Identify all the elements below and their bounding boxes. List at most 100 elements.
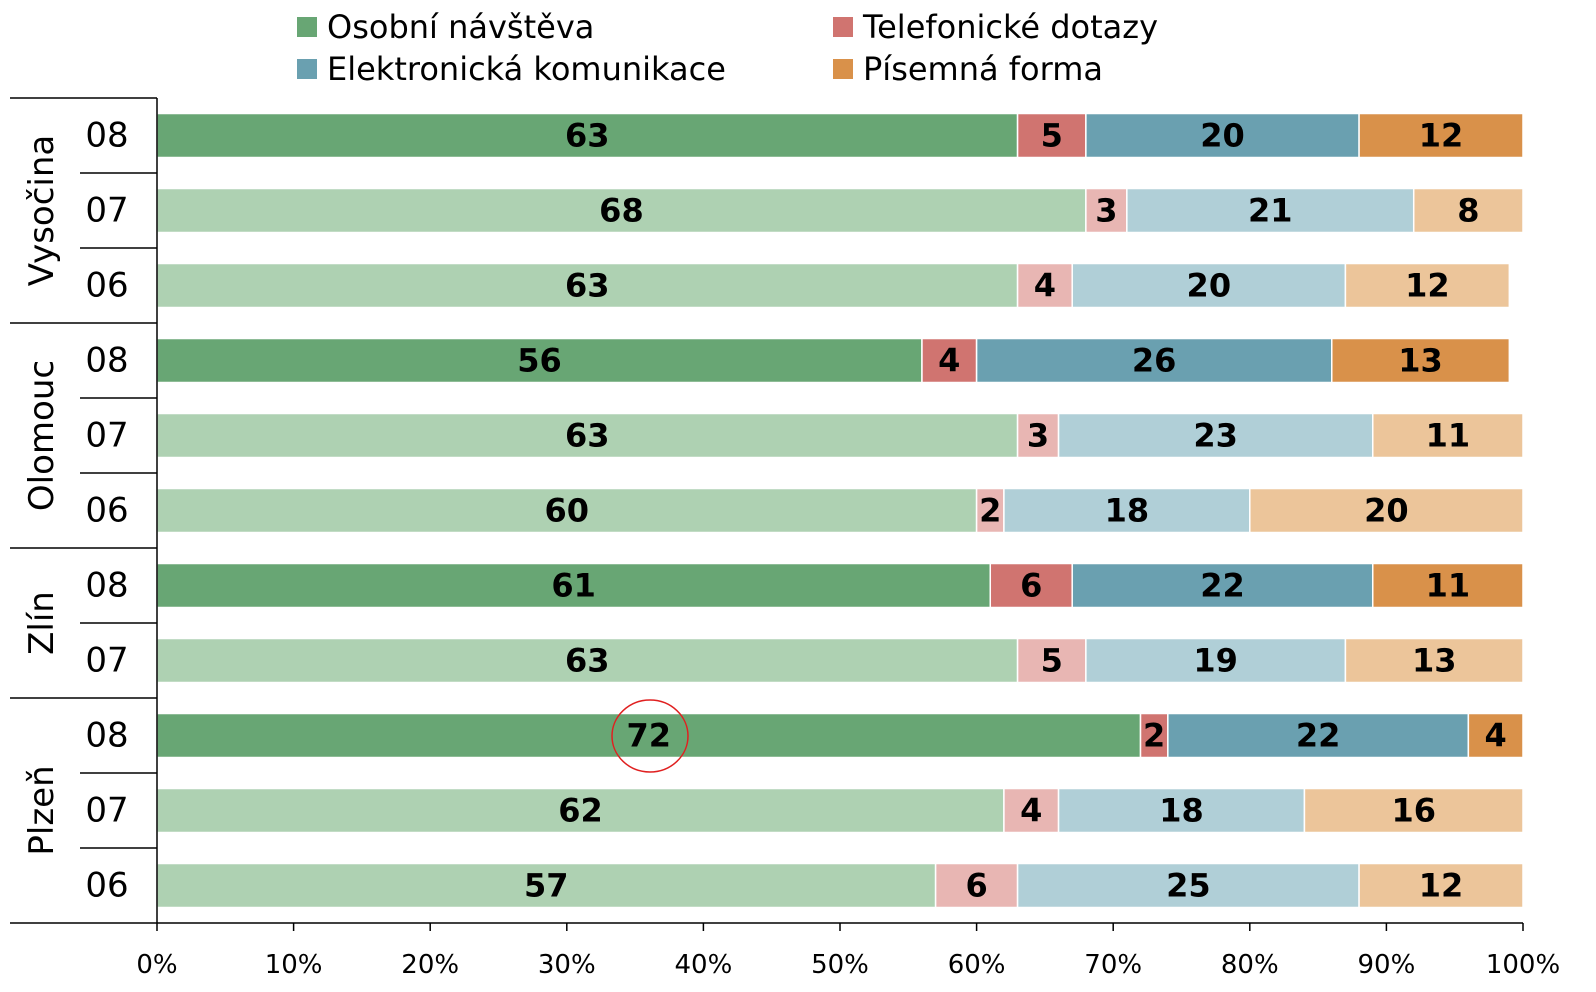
legend-swatch: [833, 59, 853, 79]
value-label: 2: [979, 492, 1001, 530]
x-tick-label: 0%: [136, 950, 177, 980]
bar-segment: [1344, 637, 1524, 684]
category-label: 08: [85, 716, 128, 756]
bar-segment: [1331, 337, 1511, 384]
x-tick-label: 30%: [538, 950, 596, 980]
value-label: 5: [1041, 117, 1063, 155]
bar-segment: [1371, 562, 1524, 609]
value-label: 25: [1166, 867, 1211, 905]
value-label: 63: [565, 267, 610, 305]
value-label: 68: [599, 192, 644, 230]
legend-label: Telefonické dotazy: [862, 8, 1158, 46]
legend-swatch: [297, 17, 317, 37]
value-label: 60: [545, 492, 590, 530]
group-label: Olomouc: [22, 360, 62, 511]
value-label: 3: [1027, 417, 1049, 455]
category-label: 07: [85, 191, 128, 231]
value-label: 57: [524, 867, 569, 905]
bar-segment: [156, 562, 992, 609]
category-label: 06: [85, 866, 128, 906]
value-label: 20: [1200, 117, 1245, 155]
legend-label: Osobní návštěva: [327, 8, 594, 46]
bar-segment: [989, 562, 1073, 609]
bar-segment: [1358, 862, 1524, 909]
legend-swatch: [297, 59, 317, 79]
value-label: 4: [1485, 717, 1507, 755]
value-label: 26: [1132, 342, 1177, 380]
category-label: 08: [85, 341, 128, 381]
value-label: 4: [1020, 792, 1042, 830]
x-tick-label: 100%: [1486, 950, 1560, 980]
bar-segment: [1016, 637, 1087, 684]
value-label: 56: [517, 342, 562, 380]
value-label: 6: [965, 867, 987, 905]
value-label: 12: [1405, 267, 1450, 305]
bar-segment: [1016, 862, 1360, 909]
x-tick-label: 90%: [1358, 950, 1416, 980]
legend-label: Písemná forma: [863, 50, 1103, 88]
value-label: 23: [1193, 417, 1238, 455]
value-label: 12: [1419, 117, 1464, 155]
x-tick-label: 80%: [1221, 950, 1279, 980]
x-tick-label: 70%: [1084, 950, 1142, 980]
value-label: 4: [938, 342, 960, 380]
value-label: 12: [1419, 867, 1464, 905]
legend-swatch: [833, 17, 853, 37]
bar-segment: [156, 337, 923, 384]
value-label: 20: [1187, 267, 1232, 305]
bar-segment: [1016, 262, 1073, 309]
value-label: 11: [1426, 567, 1471, 605]
bar-segment: [934, 862, 1019, 909]
category-label: 06: [85, 266, 128, 306]
value-label: 20: [1364, 492, 1409, 530]
legend-label: Elektronická komunikace: [327, 50, 726, 88]
value-label: 3: [1095, 192, 1117, 230]
value-label: 6: [1020, 567, 1042, 605]
x-tick-label: 40%: [675, 950, 733, 980]
value-label: 18: [1159, 792, 1204, 830]
bar-segment: [1249, 487, 1524, 534]
value-label: 63: [565, 417, 610, 455]
value-label: 4: [1034, 267, 1056, 305]
value-label: 18: [1105, 492, 1150, 530]
bar-segment: [1016, 412, 1060, 459]
value-label: 8: [1457, 192, 1479, 230]
value-label: 13: [1412, 642, 1457, 680]
bar-segment: [1085, 187, 1128, 234]
bar-segment: [1344, 262, 1511, 309]
x-tick-label: 50%: [811, 950, 869, 980]
value-label: 21: [1248, 192, 1293, 230]
value-label: 5: [1041, 642, 1063, 680]
bar-segment: [1003, 487, 1251, 534]
category-label: 08: [85, 566, 128, 606]
value-label: 63: [565, 117, 610, 155]
bar-segment: [1085, 112, 1360, 159]
bar-segment: [1139, 712, 1169, 759]
x-tick-label: 60%: [948, 950, 1006, 980]
group-label: Vysočina: [22, 135, 62, 287]
bar-segment: [1126, 187, 1415, 234]
value-label: 19: [1193, 642, 1238, 680]
value-label: 72: [626, 717, 671, 755]
highlight-circle: [611, 699, 689, 773]
category-label: 07: [85, 641, 128, 681]
value-label: 22: [1200, 567, 1245, 605]
category-label: 06: [85, 491, 128, 531]
bar-segment: [921, 337, 978, 384]
value-label: 62: [558, 792, 603, 830]
value-label: 2: [1143, 717, 1165, 755]
bar-segment: [1303, 787, 1524, 834]
value-label: 13: [1398, 342, 1443, 380]
bar-segment: [1371, 412, 1524, 459]
bar-segment: [156, 412, 1019, 459]
value-label: 61: [551, 567, 596, 605]
value-label: 22: [1296, 717, 1341, 755]
bar-segment: [156, 487, 978, 534]
category-label: 07: [85, 416, 128, 456]
bar-segment: [1071, 262, 1347, 309]
bar-segment: [1358, 112, 1524, 159]
category-label: 07: [85, 791, 128, 831]
value-label: 16: [1391, 792, 1436, 830]
group-label: Zlín: [22, 591, 62, 655]
